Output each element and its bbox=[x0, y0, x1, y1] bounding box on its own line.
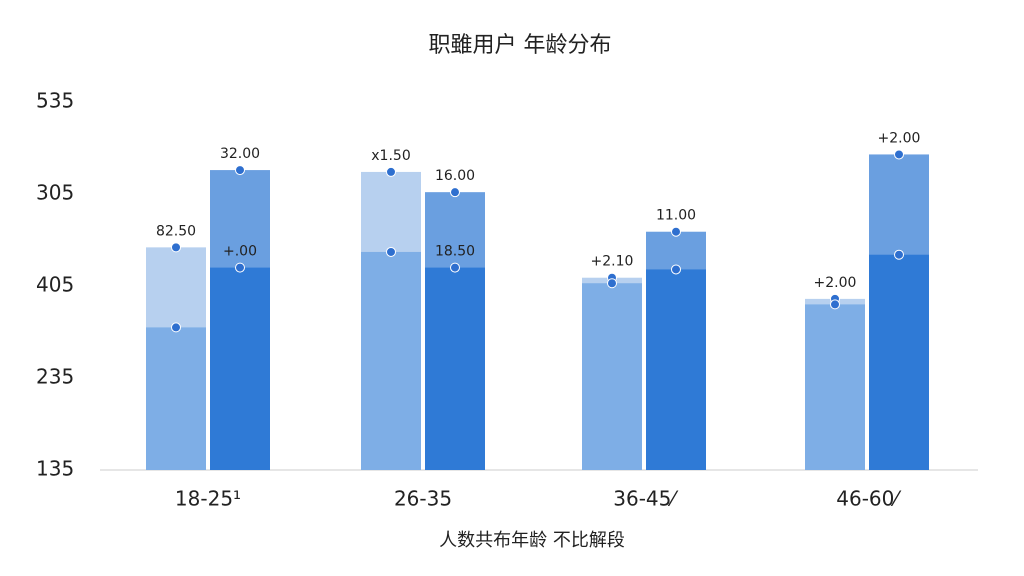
y-tick-label: 135 bbox=[36, 457, 74, 481]
bar bbox=[805, 304, 865, 470]
value-label: +2.00 bbox=[814, 275, 857, 291]
data-dot bbox=[386, 246, 396, 257]
bar bbox=[582, 283, 642, 470]
data-dot bbox=[450, 187, 460, 198]
y-tick-label: 305 bbox=[36, 181, 74, 205]
x-tick-label: 18-25¹ bbox=[175, 487, 241, 511]
y-tick-label: 235 bbox=[36, 365, 74, 389]
x-tick-label: 36-45⁄ bbox=[613, 487, 678, 511]
value-label: +2.00 bbox=[878, 130, 921, 146]
x-tick-label: 46-60⁄ bbox=[836, 487, 901, 511]
value-label: 18.50 bbox=[435, 244, 475, 260]
bar bbox=[646, 269, 706, 470]
value-label: 82.50 bbox=[156, 223, 196, 239]
y-tick-label: 405 bbox=[36, 273, 74, 297]
data-dot bbox=[607, 278, 617, 289]
x-tick-label: 26-35 bbox=[394, 487, 452, 511]
chart-title: 职雖用户 年龄分布 bbox=[429, 33, 612, 58]
x-axis-label: 人数共布年龄 不比解段 bbox=[439, 530, 625, 551]
value-label: +.00 bbox=[223, 244, 257, 260]
value-label: x1.50 bbox=[371, 148, 410, 164]
y-tick-label: 535 bbox=[36, 89, 74, 113]
data-dot bbox=[171, 322, 181, 333]
data-dot bbox=[830, 299, 840, 310]
bar bbox=[210, 267, 270, 470]
bar bbox=[869, 254, 929, 470]
data-dot bbox=[235, 165, 245, 176]
value-label: 16.00 bbox=[435, 168, 475, 184]
value-label: +2.10 bbox=[591, 254, 634, 270]
value-label: 32.00 bbox=[220, 146, 260, 162]
data-dot bbox=[671, 264, 681, 275]
data-dot bbox=[235, 262, 245, 273]
data-dot bbox=[671, 226, 681, 237]
bar bbox=[361, 251, 421, 470]
bar bbox=[425, 267, 485, 470]
data-dot bbox=[894, 249, 904, 260]
data-dot bbox=[450, 262, 460, 273]
value-label: 11.00 bbox=[656, 208, 696, 224]
data-dot bbox=[171, 242, 181, 253]
data-dot bbox=[386, 166, 396, 177]
bar bbox=[146, 327, 206, 470]
data-dot bbox=[894, 149, 904, 160]
